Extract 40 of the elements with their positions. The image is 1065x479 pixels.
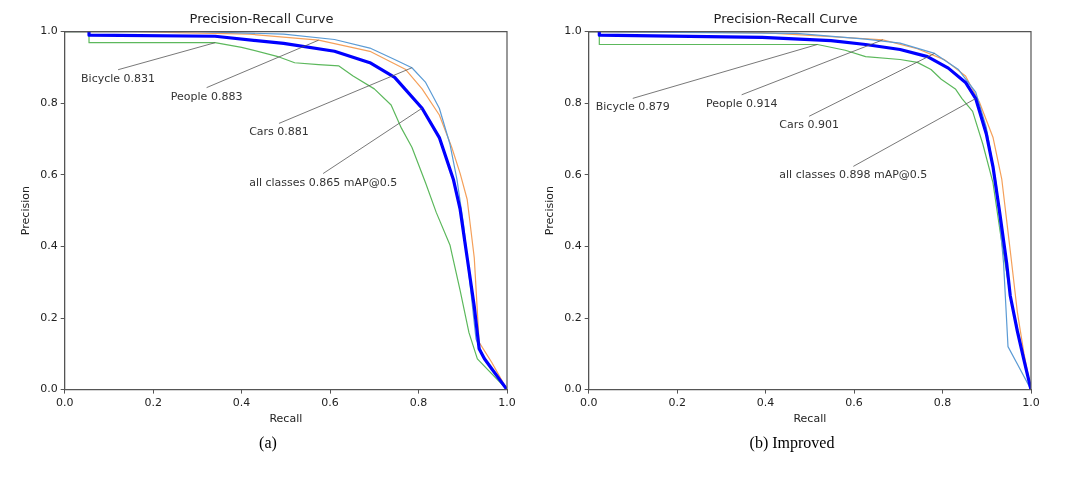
annotation: People 0.914 — [705, 96, 777, 110]
x-tick-label: 0.0 — [579, 396, 597, 410]
x-tick-label: 0.8 — [409, 396, 427, 410]
chart-title: Precision-Recall Curve — [713, 11, 857, 27]
text: (a) — [259, 434, 277, 452]
text: (b) Improved — [749, 434, 835, 452]
x-tick-label: 0.6 — [320, 396, 339, 410]
x-tick-label: 1.0 — [1021, 396, 1040, 410]
annotation: Bicycle 0.879 — [595, 100, 670, 114]
x-tick-label: 1.0 — [497, 396, 516, 410]
chart-title: Precision-Recall Curve — [189, 11, 333, 27]
x-tick-label: 0.0 — [55, 396, 73, 410]
annotation: Cars 0.901 — [778, 118, 839, 132]
y-tick-label: 0.4 — [39, 239, 58, 253]
annotation: People 0.883 — [170, 89, 242, 103]
y-tick-label: 0.8 — [39, 96, 58, 110]
y-tick-label: 1.0 — [563, 24, 582, 38]
y-tick-label: 0.2 — [563, 310, 582, 324]
annotation: all classes 0.898 mAP@0.5 — [778, 168, 927, 182]
y-axis-title: Precision — [542, 186, 556, 236]
y-tick-label: 0.6 — [39, 167, 58, 181]
y-axis-title: Precision — [18, 186, 32, 236]
y-tick-label: 1.0 — [39, 24, 58, 38]
y-tick-label: 0.0 — [39, 382, 58, 396]
x-tick-label: 0.8 — [933, 396, 951, 410]
y-tick-label: 0.8 — [563, 96, 582, 110]
x-tick-label: 0.4 — [232, 396, 250, 410]
x-tick-label: 0.4 — [756, 396, 774, 410]
x-axis-title: Recall — [268, 412, 302, 426]
x-tick-label: 0.2 — [143, 396, 162, 410]
x-axis-title: Recall — [792, 412, 826, 426]
y-tick-label: 0.0 — [563, 382, 582, 396]
x-tick-label: 0.6 — [844, 396, 863, 410]
y-tick-label: 0.2 — [39, 310, 58, 324]
x-tick-label: 0.2 — [667, 396, 686, 410]
annotation: Bicycle 0.831 — [80, 71, 155, 85]
y-tick-label: 0.6 — [563, 167, 582, 181]
annotation: Cars 0.881 — [248, 125, 309, 139]
annotation: all classes 0.865 mAP@0.5 — [248, 175, 397, 189]
y-tick-label: 0.4 — [563, 239, 582, 253]
